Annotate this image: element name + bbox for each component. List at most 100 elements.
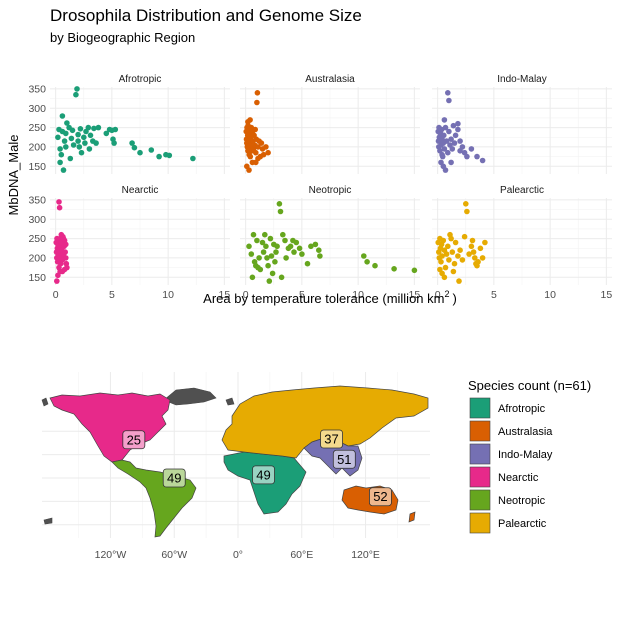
data-point-indomalay (468, 146, 475, 152)
data-point-palearctic (450, 268, 457, 275)
data-point-indomalay (442, 167, 449, 173)
lon-tick-label: 60°W (161, 549, 187, 561)
data-point-neotropic (276, 201, 283, 207)
data-point-indomalay (445, 90, 451, 96)
region-palearctic-shape (221, 385, 429, 459)
facet-palearctic: Palearctic 0 5 10 15 (432, 185, 612, 301)
data-point-neotropic (411, 267, 418, 274)
data-point-indomalay (441, 132, 447, 139)
map-regions (49, 385, 429, 538)
data-point-australasia (260, 151, 267, 158)
data-point-afrotropic (93, 140, 99, 146)
data-point-palearctic (457, 247, 463, 253)
data-point-australasia (252, 126, 258, 133)
data-point-indomalay (457, 138, 463, 144)
y-axis-label: MbDNA_Male (6, 135, 21, 216)
data-point-afrotropic (112, 126, 119, 133)
y-tick-label: 150 (28, 161, 46, 173)
data-point-indomalay (452, 132, 459, 139)
data-point-nearctic (60, 235, 67, 242)
data-point-afrotropic (63, 144, 69, 150)
facet-strip-australasia: Australasia (305, 74, 355, 85)
facet-australasia: Australasia (240, 74, 420, 174)
world-map: 49 52 51 25 49 37 120°W 60°W 0° 60°E 120°E (41, 372, 430, 561)
data-point-australasia (255, 144, 261, 150)
facet-strip-neotropic: Neotropic (309, 185, 352, 196)
data-point-afrotropic (76, 144, 83, 150)
data-point-afrotropic (95, 124, 102, 131)
data-point-palearctic (443, 251, 450, 257)
data-point-indomalay (445, 149, 451, 156)
data-point-neotropic (264, 255, 270, 261)
data-point-palearctic (438, 259, 444, 265)
y-tick-label: 200 (28, 252, 46, 264)
legend-item-palearctic: Palearctic (469, 512, 547, 534)
chart-subtitle: by Biogeographic Region (50, 30, 195, 45)
data-point-indomalay (446, 97, 452, 104)
data-point-afrotropic (137, 149, 143, 156)
data-point-afrotropic (64, 120, 70, 126)
legend-label: Indo-Malay (498, 449, 553, 461)
count-label-neotropic: 49 (162, 468, 186, 488)
data-point-neotropic (268, 253, 275, 259)
legend-label: Palearctic (498, 518, 547, 530)
count-label-afrotropic: 49 (252, 465, 275, 485)
data-point-afrotropic (85, 124, 92, 131)
data-point-indomalay (455, 120, 461, 127)
data-point-neotropic (391, 266, 397, 272)
facet-strip-nearctic: Nearctic (122, 185, 159, 196)
data-point-afrotropic (82, 140, 88, 146)
legend-swatch (469, 443, 491, 465)
data-point-afrotropic (55, 134, 61, 141)
count-label-box (320, 429, 343, 449)
data-point-palearctic (451, 260, 458, 267)
data-point-palearctic (439, 253, 445, 259)
data-point-neotropic (254, 237, 260, 244)
data-point-afrotropic (60, 167, 67, 173)
data-point-afrotropic (70, 142, 77, 148)
data-point-palearctic (469, 237, 476, 244)
data-point-australasia (263, 144, 269, 150)
legend-swatch (469, 466, 491, 488)
data-point-neotropic (256, 255, 262, 261)
data-point-australasia (255, 155, 261, 162)
data-point-afrotropic (156, 153, 162, 160)
legend-item-australasia: Australasia (469, 420, 553, 442)
data-point-indomalay (448, 136, 454, 142)
data-point-afrotropic (61, 138, 68, 144)
southern-land-shape (43, 517, 53, 525)
facet-strip-indomalay: Indo-Malay (497, 74, 546, 85)
y-tick-label: 250 (28, 233, 46, 245)
data-point-afrotropic (68, 135, 75, 142)
data-point-indomalay (446, 128, 452, 135)
data-point-afrotropic (111, 140, 117, 146)
facet-neotropic: Neotropic 0 5 10 15 (240, 185, 420, 301)
y-tick-label: 300 (28, 214, 46, 226)
data-point-palearctic (475, 259, 481, 265)
data-point-indomalay (457, 148, 463, 154)
data-point-neotropic (272, 259, 278, 265)
facet-strip-palearctic: Palearctic (500, 185, 544, 196)
count-label-text: 25 (127, 432, 141, 447)
count-label-box (369, 487, 392, 507)
data-point-afrotropic (73, 91, 79, 98)
data-point-neotropic (269, 270, 276, 277)
data-point-afrotropic (87, 132, 94, 139)
x-tick-label: 0 (243, 289, 249, 301)
data-point-indomalay (441, 117, 448, 123)
data-point-indomalay (448, 159, 454, 166)
data-point-palearctic (437, 266, 443, 273)
data-point-neotropic (283, 255, 289, 261)
map-lon-ticks: 120°W 60°W 0° 60°E 120°E (95, 549, 380, 561)
legend-title: Species count (n=61) (468, 378, 591, 393)
map-legend: Species count (n=61) Afrotropic Australas… (468, 378, 591, 534)
data-point-palearctic (468, 243, 475, 250)
lon-tick-label: 120°W (95, 549, 127, 561)
count-label-nearctic: 25 (122, 430, 146, 450)
legend-swatch (469, 489, 491, 511)
facet-indomalay: Indo-Malay (432, 74, 612, 174)
data-point-neotropic (282, 237, 288, 244)
count-label-text: 49 (256, 467, 270, 482)
